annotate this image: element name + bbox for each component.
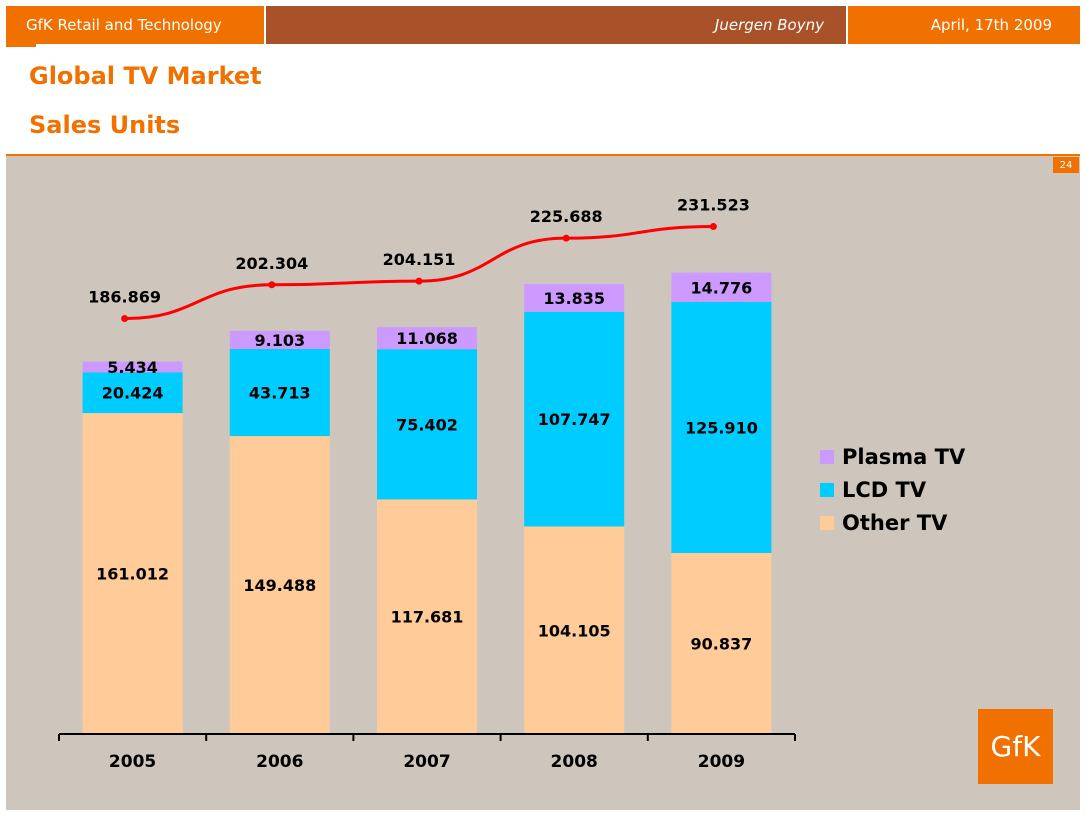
bar-other-tv-2006 (229, 436, 330, 734)
bar-plasma-tv-2006 (229, 330, 330, 349)
title-divider (6, 154, 1080, 156)
bar-plasma-tv-2005 (82, 361, 183, 373)
data-label-plasma-tv-2008: 13.835 (543, 289, 605, 308)
data-label-other-tv-2006: 149.488 (243, 576, 316, 595)
bar-other-tv-2008 (524, 526, 625, 734)
legend-swatch-other (820, 515, 834, 530)
total-label-2009: 231.523 (677, 196, 750, 215)
page-number: 24 (1053, 157, 1079, 173)
data-label-lcd-tv-2005: 20.424 (102, 384, 164, 403)
x-tick-label-2006: 2006 (256, 752, 303, 772)
legend-label-plasma: Plasma TV (842, 444, 966, 469)
header-date: April, 17th 2009 (848, 6, 1080, 44)
company-label: GfK Retail and Technology (26, 16, 222, 34)
bar-plasma-tv-2008 (524, 284, 625, 312)
total-label-2008: 225.688 (530, 207, 603, 226)
gfk-logo: GfK (978, 709, 1053, 784)
data-label-other-tv-2009: 90.837 (691, 634, 753, 653)
stacked-bar-chart: 161.012 20.424 5.434 149.488 43.713 9.103 117.… (58, 196, 796, 772)
total-label-2005: 186.869 (88, 288, 161, 307)
data-label-other-tv-2008: 104.105 (538, 621, 611, 640)
total-point-2006 (268, 281, 276, 289)
slide-title: Global TV Market (29, 62, 262, 90)
bar-lcd-tv-2009 (671, 302, 772, 553)
total-line (124, 225, 714, 321)
x-tick-label-2005: 2005 (109, 752, 156, 772)
x-tick-label-2008: 2008 (551, 752, 598, 772)
header-company: GfK Retail and Technology (6, 6, 264, 44)
data-label-lcd-tv-2006: 43.713 (249, 383, 311, 402)
total-point-2005 (121, 315, 129, 323)
bar-plasma-tv-2007 (377, 327, 477, 350)
bar-other-tv-2007 (377, 499, 477, 734)
header-author: Juergen Boyny (266, 6, 846, 44)
legend-swatch-lcd (820, 482, 834, 497)
bar-plasma-tv-2009 (671, 272, 772, 303)
x-tick-label-2007: 2007 (403, 752, 450, 772)
total-label-2006: 202.304 (235, 254, 308, 273)
total-point-2009 (709, 223, 717, 231)
chart-legend: Plasma TV LCD TV Other TV (820, 440, 965, 539)
data-label-lcd-tv-2008: 107.747 (538, 410, 611, 429)
data-label-lcd-tv-2009: 125.910 (685, 418, 758, 437)
legend-swatch-plasma (820, 449, 834, 464)
date-label: April, 17th 2009 (930, 16, 1052, 34)
total-point-2008 (562, 234, 570, 242)
data-label-lcd-tv-2007: 75.402 (396, 415, 458, 434)
data-label-plasma-tv-2005: 5.434 (107, 358, 158, 377)
bar-lcd-tv-2005 (82, 372, 183, 414)
legend-item-other: Other TV (820, 506, 965, 539)
slide-subtitle: Sales Units (29, 111, 181, 139)
bar-lcd-tv-2008 (524, 311, 625, 527)
bar-other-tv-2009 (671, 552, 772, 734)
total-point-2007 (415, 277, 423, 285)
data-label-other-tv-2005: 161.012 (96, 565, 169, 584)
x-tick-label-2009: 2009 (698, 752, 745, 772)
bar-other-tv-2005 (82, 413, 183, 734)
header-accent (6, 44, 36, 47)
bar-lcd-tv-2006 (229, 348, 330, 437)
total-label-2007: 204.151 (383, 250, 456, 269)
legend-item-lcd: LCD TV (820, 473, 965, 506)
legend-item-plasma: Plasma TV (820, 440, 965, 473)
data-label-other-tv-2007: 117.681 (391, 608, 464, 627)
bar-lcd-tv-2007 (377, 349, 477, 500)
author-label: Juergen Boyny (714, 16, 824, 34)
legend-label-other: Other TV (842, 510, 948, 535)
data-label-plasma-tv-2006: 9.103 (254, 331, 305, 350)
data-label-plasma-tv-2009: 14.776 (691, 278, 753, 297)
data-label-plasma-tv-2007: 11.068 (396, 329, 458, 348)
header-bar: GfK Retail and Technology Juergen Boyny … (6, 6, 1080, 44)
legend-label-lcd: LCD TV (842, 477, 927, 502)
